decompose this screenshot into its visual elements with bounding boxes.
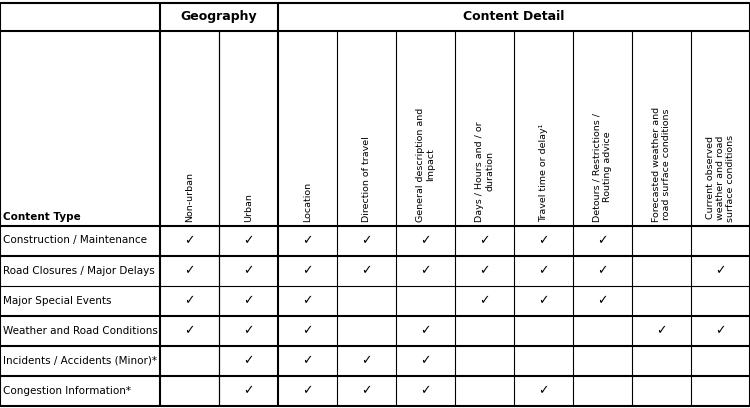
Text: Content Detail: Content Detail: [464, 10, 565, 23]
Text: Detours / Restrictions /
Routing advice: Detours / Restrictions / Routing advice: [592, 113, 612, 222]
Text: ✓: ✓: [243, 294, 254, 307]
Text: ✓: ✓: [538, 294, 549, 307]
Text: ✓: ✓: [656, 324, 667, 337]
Text: ✓: ✓: [538, 384, 549, 397]
Text: ✓: ✓: [597, 234, 608, 247]
Text: Congestion Information*: Congestion Information*: [3, 386, 131, 395]
Text: Current observed
weather and road
surface conditions: Current observed weather and road surfac…: [706, 134, 736, 222]
Text: ✓: ✓: [420, 324, 430, 337]
Text: ✓: ✓: [479, 294, 490, 307]
Text: ✓: ✓: [597, 294, 608, 307]
Text: ✓: ✓: [597, 264, 608, 277]
Text: ✓: ✓: [243, 324, 254, 337]
Text: Construction / Maintenance: Construction / Maintenance: [3, 235, 147, 246]
Text: ✓: ✓: [302, 264, 313, 277]
Text: Geography: Geography: [181, 10, 257, 23]
Text: ✓: ✓: [538, 264, 549, 277]
Text: ✓: ✓: [184, 264, 195, 277]
Text: ✓: ✓: [243, 354, 254, 367]
Text: ✓: ✓: [362, 234, 372, 247]
Text: ✓: ✓: [243, 384, 254, 397]
Text: ✓: ✓: [420, 234, 430, 247]
Text: ✓: ✓: [302, 354, 313, 367]
Text: ✓: ✓: [243, 234, 254, 247]
Text: Days / Hours and / or
duration: Days / Hours and / or duration: [475, 121, 494, 222]
Text: ✓: ✓: [716, 264, 726, 277]
Text: ✓: ✓: [362, 264, 372, 277]
Text: ✓: ✓: [302, 324, 313, 337]
Text: Location: Location: [303, 182, 312, 222]
Text: ✓: ✓: [184, 234, 195, 247]
Text: ✓: ✓: [420, 384, 430, 397]
Text: Travel time or delay¹: Travel time or delay¹: [539, 123, 548, 222]
Text: ✓: ✓: [243, 264, 254, 277]
Text: Major Special Events: Major Special Events: [3, 295, 112, 306]
Text: ✓: ✓: [302, 294, 313, 307]
Text: Non-urban: Non-urban: [185, 171, 194, 222]
Text: ✓: ✓: [716, 324, 726, 337]
Text: ✓: ✓: [538, 234, 549, 247]
Text: ✓: ✓: [362, 384, 372, 397]
Text: ✓: ✓: [302, 234, 313, 247]
Text: General description and
Impact: General description and Impact: [416, 107, 435, 222]
Text: ✓: ✓: [362, 354, 372, 367]
Text: ✓: ✓: [184, 324, 195, 337]
Text: ✓: ✓: [420, 264, 430, 277]
Text: Direction of travel: Direction of travel: [362, 136, 371, 222]
Text: ✓: ✓: [479, 234, 490, 247]
Text: Weather and Road Conditions: Weather and Road Conditions: [3, 326, 158, 335]
Text: ✓: ✓: [420, 354, 430, 367]
Text: Content Type: Content Type: [3, 211, 81, 222]
Text: ✓: ✓: [184, 294, 195, 307]
Text: ✓: ✓: [479, 264, 490, 277]
Text: Road Closures / Major Delays: Road Closures / Major Delays: [3, 266, 154, 275]
Text: Urban: Urban: [244, 193, 253, 222]
Text: Incidents / Accidents (Minor)*: Incidents / Accidents (Minor)*: [3, 355, 157, 366]
Text: Forecasted weather and
road surface conditions: Forecasted weather and road surface cond…: [652, 106, 671, 222]
Text: ✓: ✓: [302, 384, 313, 397]
